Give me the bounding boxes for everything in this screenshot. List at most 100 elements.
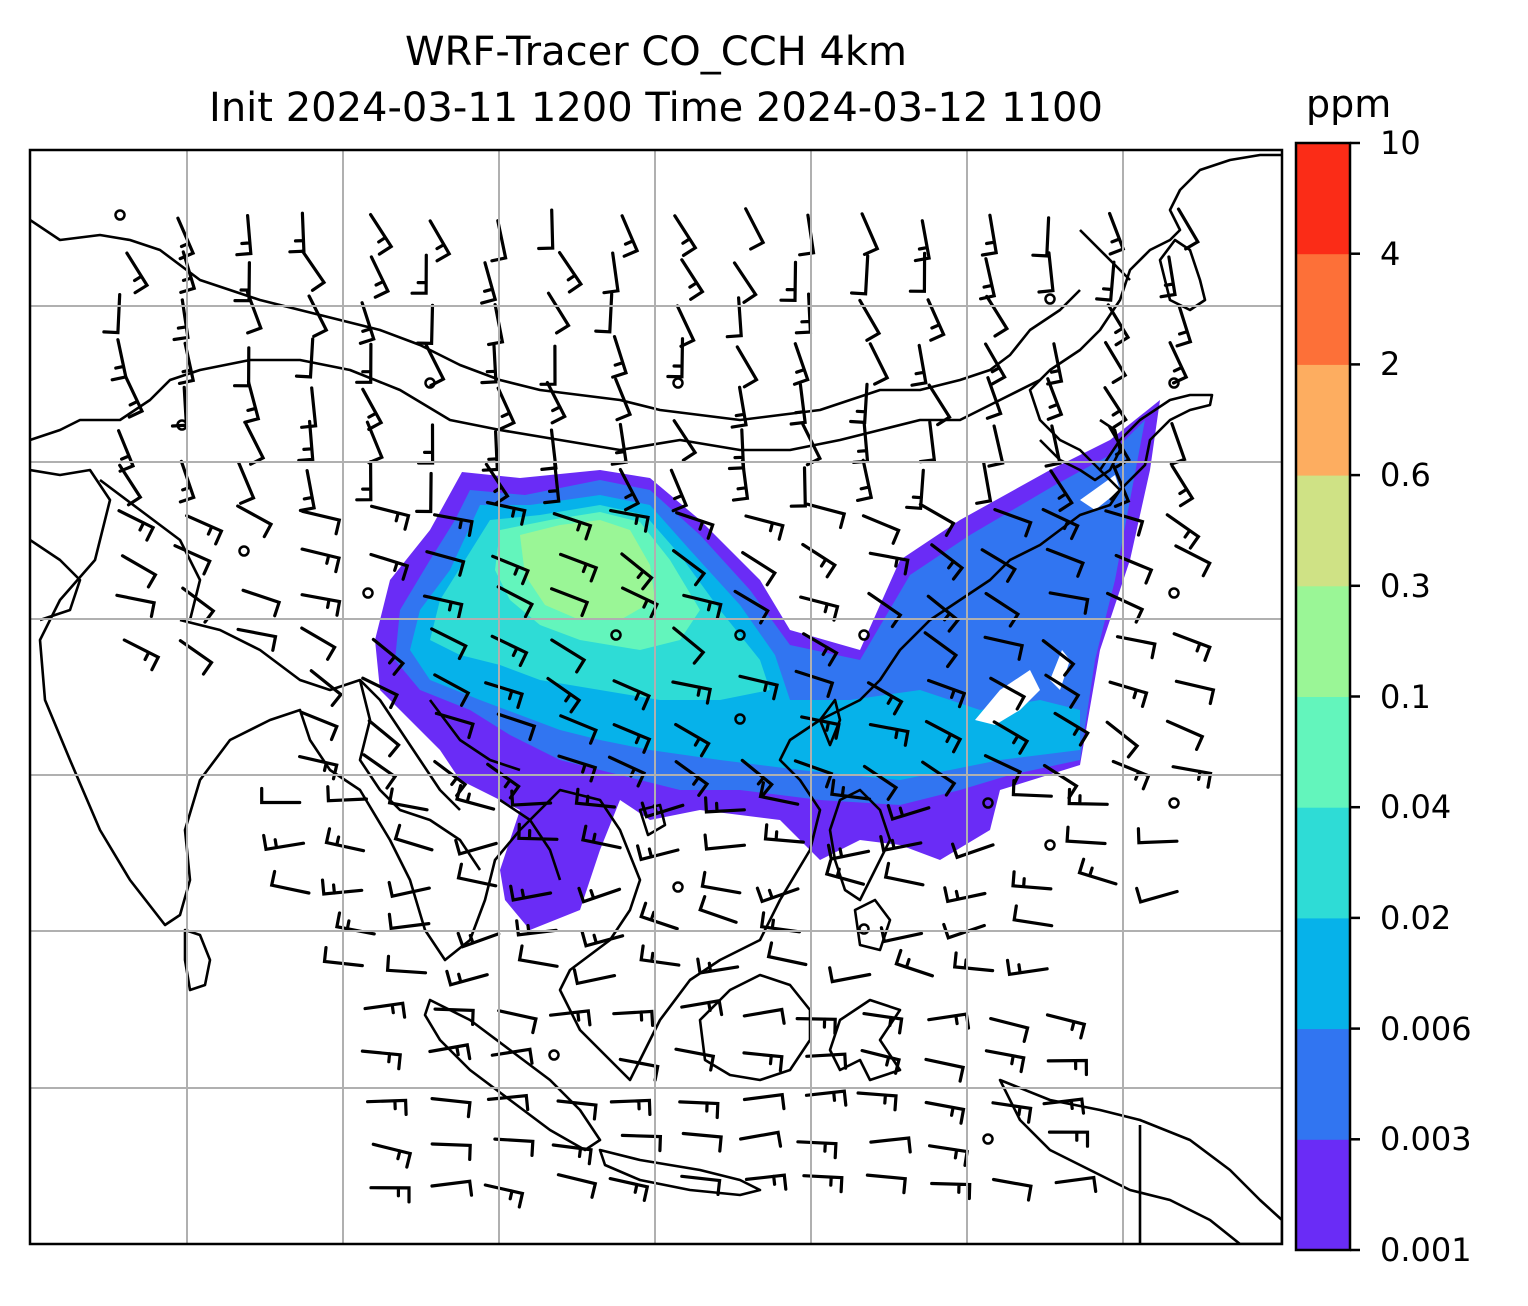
wind-barb (758, 781, 800, 806)
wind-barb (951, 842, 995, 860)
wind-barb (1046, 377, 1064, 421)
wind-barb (237, 461, 256, 505)
wind-barb (545, 381, 567, 425)
wind-barb (989, 1017, 1030, 1043)
wind-barb (868, 551, 910, 576)
wind-barb (860, 1049, 901, 1075)
wind-barb (178, 639, 214, 676)
wind-barb (862, 764, 899, 801)
wind-barb (484, 681, 524, 709)
wind-barb (1041, 508, 1080, 541)
wind-barb (943, 886, 987, 904)
wind-barb (698, 895, 738, 924)
wind-barb (1114, 553, 1154, 585)
wind-barb (300, 249, 327, 292)
wind-barb (122, 638, 161, 672)
wind-barb (672, 419, 698, 462)
wind-barb (299, 710, 339, 742)
colorbar-tick-label: 0.1 (1380, 677, 1431, 716)
chart-title-line1: WRF-Tracer CO_CCH 4km (404, 29, 908, 75)
wind-barb (766, 941, 808, 967)
wind-barb (861, 514, 901, 545)
colorbar-tick-label: 0.02 (1380, 898, 1452, 937)
wind-barb (486, 1093, 530, 1112)
wind-barb (908, 251, 927, 293)
colorbar-segment (1296, 364, 1350, 476)
wind-barb (672, 626, 706, 665)
wind-barb (804, 1089, 848, 1107)
wind-barb (118, 463, 143, 507)
wind-barb (744, 1173, 788, 1191)
wind-barb (260, 786, 302, 805)
calm-wind-marker (1044, 839, 1056, 851)
wind-barb (704, 796, 746, 814)
calm-wind-marker (982, 1133, 994, 1145)
wind-barb (799, 595, 840, 622)
wind-barb (739, 1130, 783, 1148)
wind-barb (924, 1100, 966, 1125)
wind-barb (983, 754, 1023, 787)
wind-barb (924, 1057, 966, 1083)
wind-barb (1044, 673, 1081, 709)
wind-barb (360, 1049, 402, 1071)
wind-barb (1011, 779, 1053, 798)
wind-barb (868, 723, 910, 747)
wind-barb (557, 754, 598, 783)
calm-wind-marker (734, 713, 746, 725)
wind-barb (497, 1009, 538, 1035)
wind-barb (241, 588, 282, 618)
wind-barb (801, 542, 838, 579)
calm-wind-marker (548, 1049, 560, 1061)
plume-gap-3 (1080, 475, 1120, 510)
wind-barb (732, 261, 758, 304)
plume-level-0.1 (520, 520, 655, 620)
wind-barb (779, 260, 798, 303)
calm-wind-marker (1044, 293, 1056, 305)
wind-barb (543, 461, 561, 505)
wind-barb (361, 676, 400, 710)
wind-barb (602, 251, 620, 295)
wind-barb (1045, 547, 1085, 578)
wind-barb (680, 258, 705, 301)
wind-barb (490, 634, 529, 667)
colorbar-tick-label: 0.001 (1380, 1231, 1472, 1269)
wind-barb (185, 514, 224, 546)
wind-barb (454, 838, 498, 856)
calm-wind-marker (734, 629, 746, 641)
wind-barb (930, 1181, 972, 1201)
wind-barb (496, 585, 535, 619)
wind-barb (826, 843, 871, 861)
colorbar-unit: ppm (1306, 82, 1392, 126)
wind-barb (387, 912, 431, 931)
wind-barb (493, 1137, 535, 1157)
colorbar-tick-label: 10 (1380, 124, 1421, 162)
wind-barb (682, 593, 723, 620)
wind-barb (611, 335, 629, 379)
wind-barb (700, 870, 742, 895)
wind-barb (792, 342, 810, 386)
colorbar-tick-label: 2 (1380, 345, 1401, 384)
wind-barb (300, 509, 342, 536)
wind-barb (1105, 720, 1140, 759)
wind-barb (1103, 386, 1128, 429)
wind-barb (355, 460, 373, 502)
wind-barb (539, 344, 557, 386)
map-area (30, 150, 1282, 1244)
wind-barb (1005, 958, 1049, 977)
wind-barb (428, 1043, 472, 1061)
colorbar-tick-label: 0.04 (1380, 788, 1452, 827)
wind-barb (422, 594, 464, 620)
wind-barb (326, 785, 368, 803)
calm-wind-marker (1168, 587, 1180, 599)
wind-barb (361, 387, 384, 431)
wind-barb (1046, 342, 1064, 386)
wind-barb (269, 869, 311, 895)
wind-barb (913, 219, 931, 263)
wind-barb (115, 593, 156, 619)
plume-gap-1 (975, 670, 1040, 725)
wind-barb (1067, 787, 1109, 806)
wind-barb (433, 673, 471, 707)
wind-barb (620, 552, 654, 591)
wind-barb (322, 946, 364, 968)
